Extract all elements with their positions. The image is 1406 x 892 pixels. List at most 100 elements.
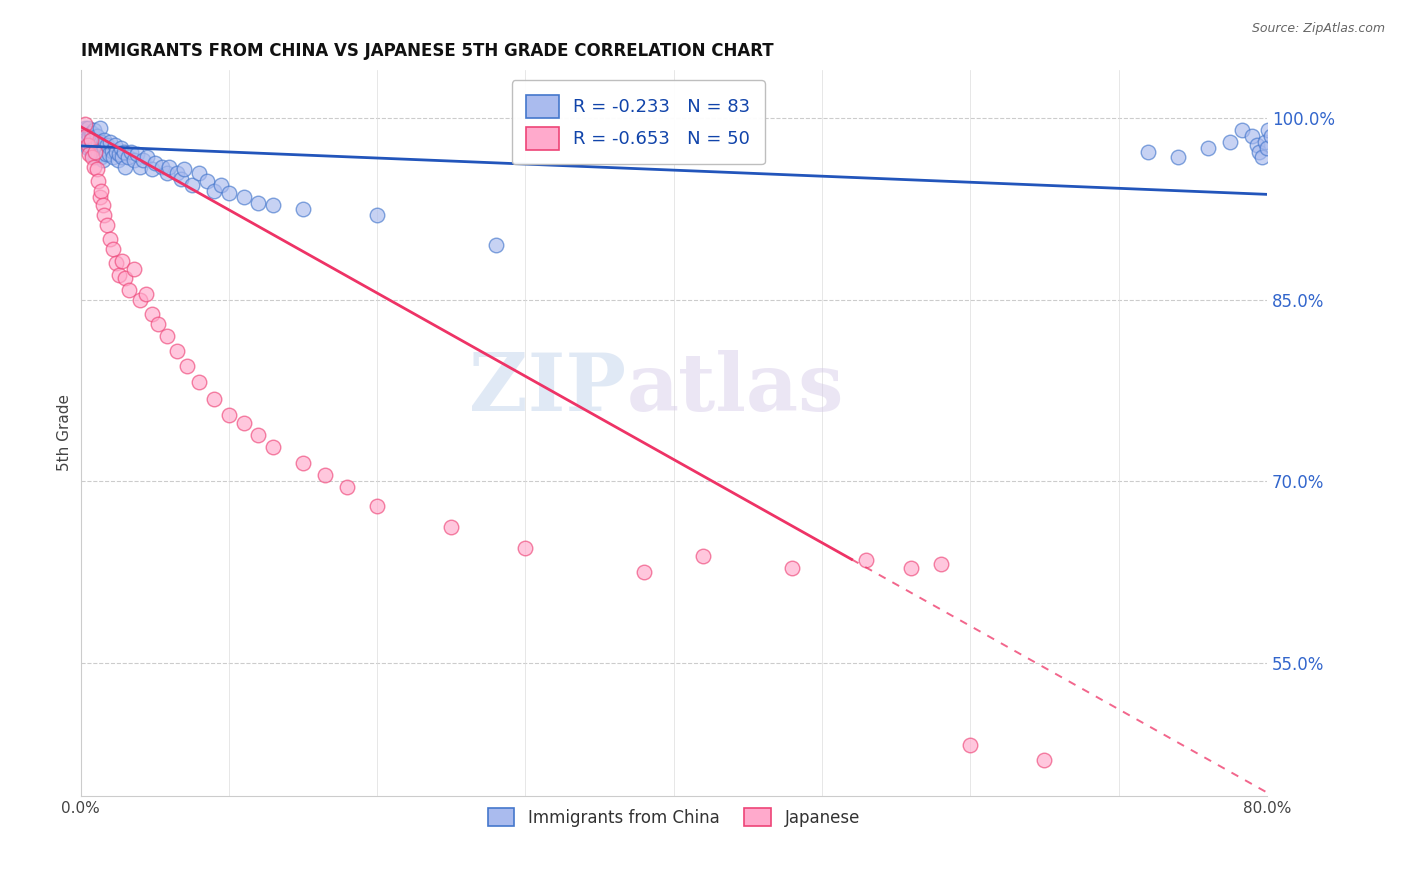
Point — [83, 141, 105, 155]
Point — [128, 160, 150, 174]
Point — [232, 190, 254, 204]
Point — [176, 359, 198, 374]
Point — [79, 147, 101, 161]
Point — [87, 174, 110, 188]
Point — [159, 160, 181, 174]
Point — [855, 553, 877, 567]
Point — [440, 520, 463, 534]
Point — [89, 120, 111, 135]
Point — [202, 184, 225, 198]
Point — [101, 150, 124, 164]
Point — [87, 136, 110, 150]
Point — [262, 441, 284, 455]
Point — [188, 375, 211, 389]
Point — [73, 117, 96, 131]
Text: Source: ZipAtlas.com: Source: ZipAtlas.com — [1251, 22, 1385, 36]
Point — [782, 561, 804, 575]
Point — [77, 137, 100, 152]
Legend: Immigrants from China, Japanese: Immigrants from China, Japanese — [479, 800, 868, 835]
Point — [86, 141, 108, 155]
Point — [959, 738, 981, 752]
Point — [110, 141, 132, 155]
Point — [114, 271, 136, 285]
Point — [108, 268, 131, 283]
Point — [93, 208, 115, 222]
Point — [96, 137, 118, 152]
Point — [94, 147, 117, 161]
Point — [150, 160, 173, 174]
Point — [86, 161, 108, 176]
Point — [143, 156, 166, 170]
Point — [90, 150, 112, 164]
Point — [84, 150, 107, 164]
Point — [1137, 145, 1160, 159]
Point — [104, 137, 127, 152]
Point — [485, 238, 508, 252]
Point — [108, 147, 131, 161]
Point — [1033, 753, 1056, 767]
Point — [91, 198, 114, 212]
Point — [107, 153, 129, 168]
Point — [170, 171, 193, 186]
Point — [1260, 129, 1282, 144]
Point — [89, 141, 111, 155]
Point — [98, 136, 121, 150]
Point — [120, 145, 142, 159]
Point — [1167, 150, 1189, 164]
Point — [132, 153, 155, 168]
Point — [1257, 123, 1279, 137]
Point — [75, 136, 97, 150]
Point — [247, 428, 270, 442]
Point — [105, 256, 128, 270]
Point — [84, 145, 107, 159]
Point — [166, 165, 188, 179]
Point — [218, 408, 240, 422]
Point — [100, 144, 122, 158]
Y-axis label: 5th Grade: 5th Grade — [58, 394, 72, 471]
Point — [1246, 137, 1268, 152]
Point — [314, 468, 336, 483]
Point — [77, 120, 100, 135]
Point — [86, 129, 108, 144]
Point — [146, 317, 169, 331]
Point — [155, 165, 177, 179]
Point — [75, 129, 97, 144]
Point — [80, 126, 103, 140]
Point — [692, 549, 714, 564]
Point — [188, 165, 211, 179]
Point — [87, 147, 110, 161]
Point — [262, 198, 284, 212]
Point — [90, 184, 112, 198]
Point — [122, 262, 145, 277]
Point — [141, 307, 163, 321]
Point — [83, 160, 105, 174]
Point — [105, 145, 128, 159]
Point — [111, 254, 134, 268]
Point — [79, 129, 101, 144]
Point — [929, 557, 952, 571]
Point — [366, 208, 388, 222]
Point — [73, 129, 96, 144]
Text: IMMIGRANTS FROM CHINA VS JAPANESE 5TH GRADE CORRELATION CHART: IMMIGRANTS FROM CHINA VS JAPANESE 5TH GR… — [80, 42, 773, 60]
Point — [90, 136, 112, 150]
Point — [366, 499, 388, 513]
Point — [336, 480, 359, 494]
Point — [82, 150, 104, 164]
Point — [1230, 123, 1253, 137]
Point — [1241, 129, 1264, 144]
Point — [101, 242, 124, 256]
Text: atlas: atlas — [626, 351, 844, 428]
Point — [80, 133, 103, 147]
Point — [89, 190, 111, 204]
Point — [515, 541, 537, 555]
Point — [247, 195, 270, 210]
Point — [1251, 150, 1274, 164]
Point — [141, 161, 163, 176]
Point — [173, 161, 195, 176]
Point — [166, 343, 188, 358]
Point — [128, 293, 150, 307]
Point — [291, 456, 314, 470]
Point — [83, 123, 105, 137]
Point — [72, 123, 94, 137]
Point — [136, 150, 159, 164]
